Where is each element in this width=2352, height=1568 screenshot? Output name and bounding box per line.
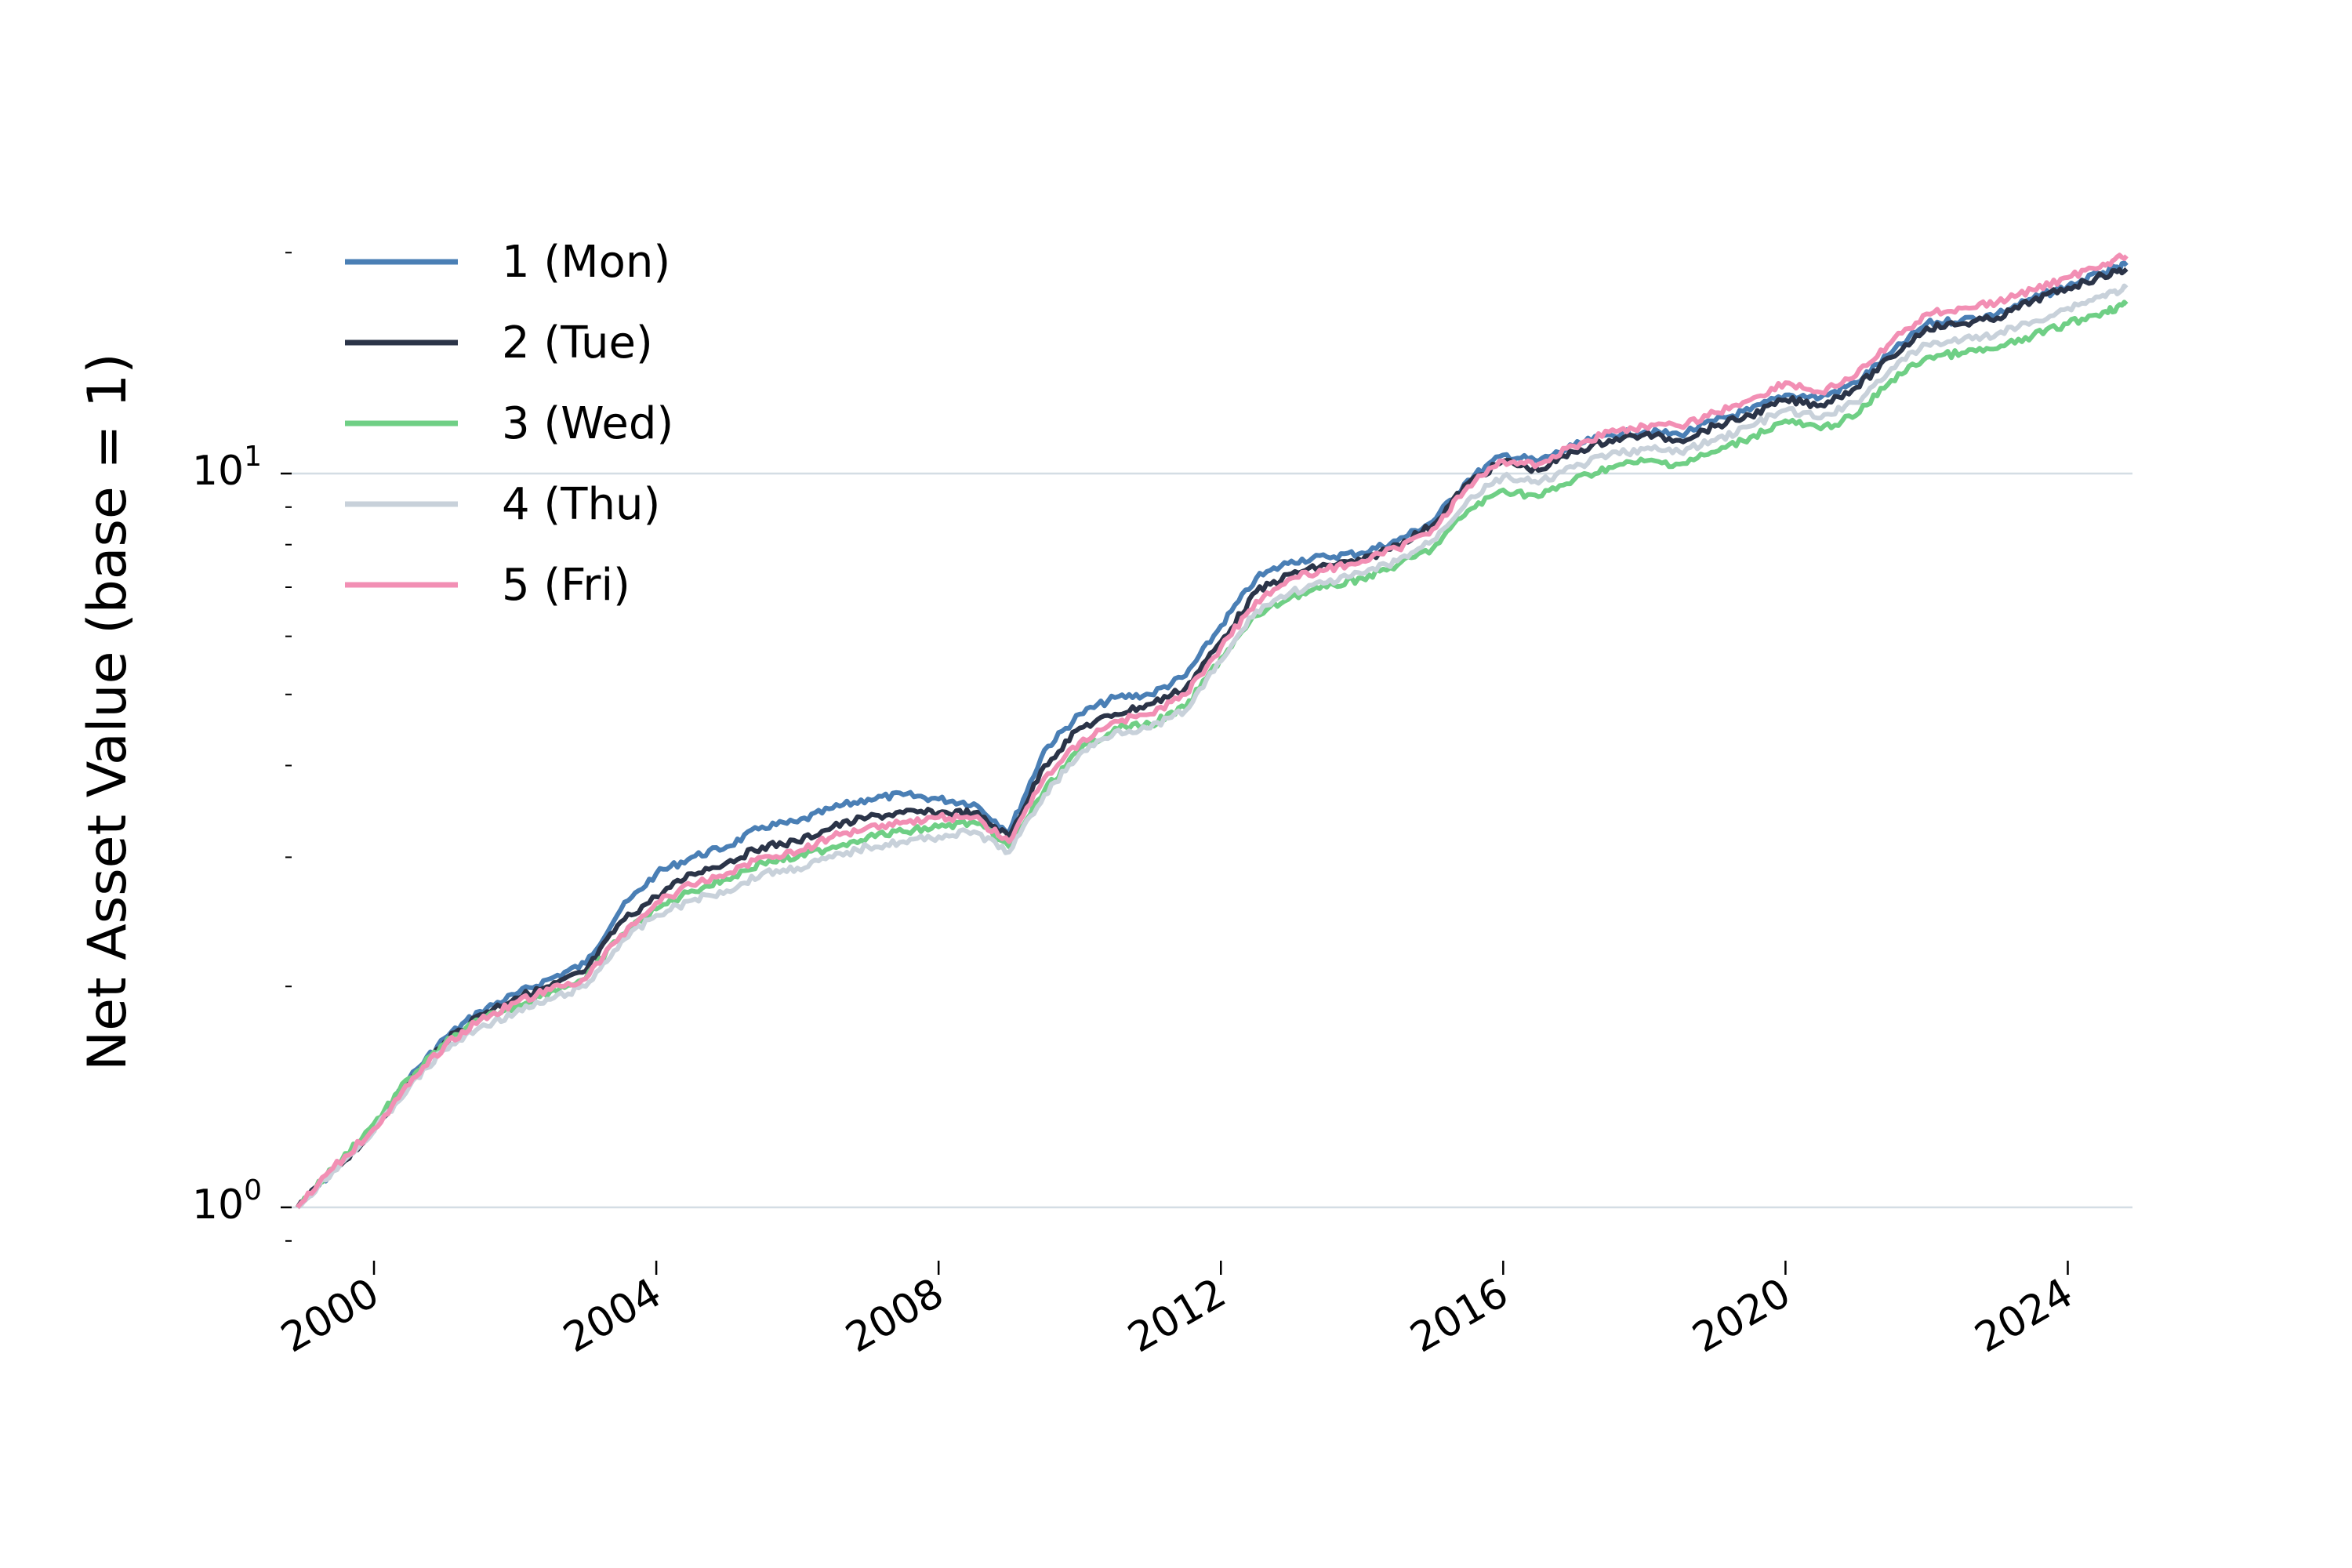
grid-lines [292,472,2132,1209]
x-tick-label-3: 2012 [1120,1269,1234,1362]
x-tick-label-6: 2024 [1967,1269,2081,1362]
y-tick-label-0: 100 [192,1174,262,1229]
series-lines [295,252,2129,1210]
x-tick-label-2: 2008 [838,1269,952,1362]
legend-label-2: 2 (Tue) [502,318,653,368]
series-line-5 [296,252,2129,1209]
x-tick-label-1: 2004 [556,1269,670,1362]
series-line-4 [296,283,2129,1210]
series-line-2 [295,267,2129,1209]
y-tick-label-1: 101 [192,441,262,495]
series-line-1 [296,260,2129,1210]
legend: 1 (Mon) 2 (Tue) 3 (Wed) 4 (Thu) 5 (Fri) [345,237,673,611]
y-axis-title: Net Asset Value (base = 1) [77,353,139,1070]
x-tick-label-5: 2020 [1685,1269,1798,1362]
legend-label-1: 1 (Mon) [502,237,670,288]
legend-label-3: 3 (Wed) [502,398,673,449]
x-axis: 2000 2004 2008 2012 2016 2020 2024 [274,1261,2081,1362]
x-tick-label-0: 2000 [274,1269,387,1362]
legend-label-5: 5 (Fri) [502,560,630,611]
legend-label-4: 4 (Thu) [502,479,660,530]
x-tick-label-4: 2016 [1403,1269,1516,1362]
y-axis: 100 101 [192,252,292,1242]
